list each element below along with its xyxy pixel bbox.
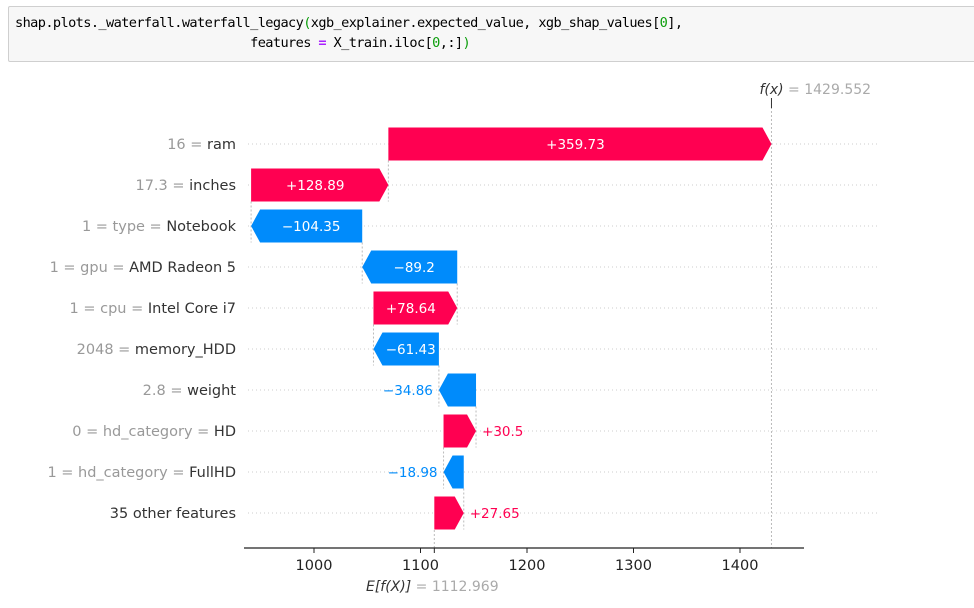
positive-bar — [443, 414, 477, 448]
code-number: 0 — [659, 15, 668, 31]
code-args: xgb_explainer.expected_value, xgb_shap_v… — [310, 15, 660, 31]
feature-label: 2048 = memory_HDD — [77, 342, 236, 358]
bar-value-label: −104.35 — [282, 219, 341, 235]
output-value-annotation: f(x) = 1429.552 — [759, 82, 871, 98]
code-number: 0 — [432, 35, 440, 51]
code-paren: ) — [462, 35, 471, 51]
annotations: E[f(X)] = 1112.969 f(x) = 1429.552 — [366, 82, 871, 595]
connector-lines — [250, 98, 772, 548]
feature-label: 1 = gpu = AMD Radeon 5 — [50, 260, 236, 276]
feature-label: 16 = ram — [167, 137, 236, 153]
code-operator: = — [318, 35, 326, 51]
feature-label: 0 = hd_category = HD — [72, 424, 236, 440]
code-expr: X_train.iloc[ — [325, 35, 433, 51]
code-cell[interactable]: shap.plots._waterfall.waterfall_legacy(x… — [8, 6, 974, 62]
feature-label: 35 other features — [110, 506, 236, 522]
x-axis: 1000 1100 1200 1300 1400 — [244, 547, 804, 574]
x-tick-label: 1300 — [615, 558, 652, 574]
x-tick-label: 1100 — [402, 558, 439, 574]
positive-bar — [388, 127, 772, 161]
bar-value-label: −89.2 — [394, 260, 435, 276]
bar-value-label: +128.89 — [286, 178, 345, 194]
code-keyword-arg: features — [250, 35, 319, 51]
code-args-suffix: ], — [667, 15, 683, 31]
negative-bar — [373, 332, 439, 366]
bar-value-label: +78.64 — [386, 301, 436, 317]
code-paren: ( — [303, 15, 311, 31]
base-value-annotation: E[f(X)] = 1112.969 — [366, 579, 499, 595]
negative-bar — [251, 209, 363, 243]
feature-label: 2.8 = weight — [143, 383, 237, 399]
feature-label: 1 = hd_category = FullHD — [47, 465, 236, 481]
bar-value-label: −61.43 — [386, 342, 436, 358]
bar-value-label: +30.5 — [482, 424, 523, 440]
negative-bar — [362, 250, 458, 284]
positive-bar — [373, 291, 458, 325]
bar-value-label: +27.65 — [470, 506, 520, 522]
negative-bar — [438, 373, 477, 407]
code-expr-tail: ,:] — [439, 35, 463, 51]
code-line-2: features = X_train.iloc[0,:]) — [15, 35, 471, 51]
negative-bar — [443, 455, 464, 489]
bar-value-label: −18.98 — [388, 465, 438, 481]
x-tick-label: 1000 — [296, 558, 333, 574]
bars: +359.73 +128.89 −104.35 −89.2 +78.64 −61.43 −3… — [251, 127, 772, 530]
feature-label: 17.3 = inches — [135, 178, 236, 194]
x-tick-label: 1200 — [509, 558, 546, 574]
code-line-1: shap.plots._waterfall.waterfall_legacy(x… — [15, 15, 683, 31]
x-tick-label: 1400 — [722, 558, 759, 574]
bar-value-label: +359.73 — [546, 137, 605, 153]
bar-value-label: −34.86 — [383, 383, 433, 399]
positive-bar — [251, 168, 389, 202]
feature-label: 1 = cpu = Intel Core i7 — [70, 301, 236, 317]
feature-labels: 16 = ram 17.3 = inches 1 = type = Notebook… — [47, 137, 236, 522]
feature-label: 1 = type = Notebook — [82, 219, 237, 235]
positive-bar — [434, 496, 464, 530]
code-function: shap.plots._waterfall.waterfall_legacy — [15, 15, 304, 31]
